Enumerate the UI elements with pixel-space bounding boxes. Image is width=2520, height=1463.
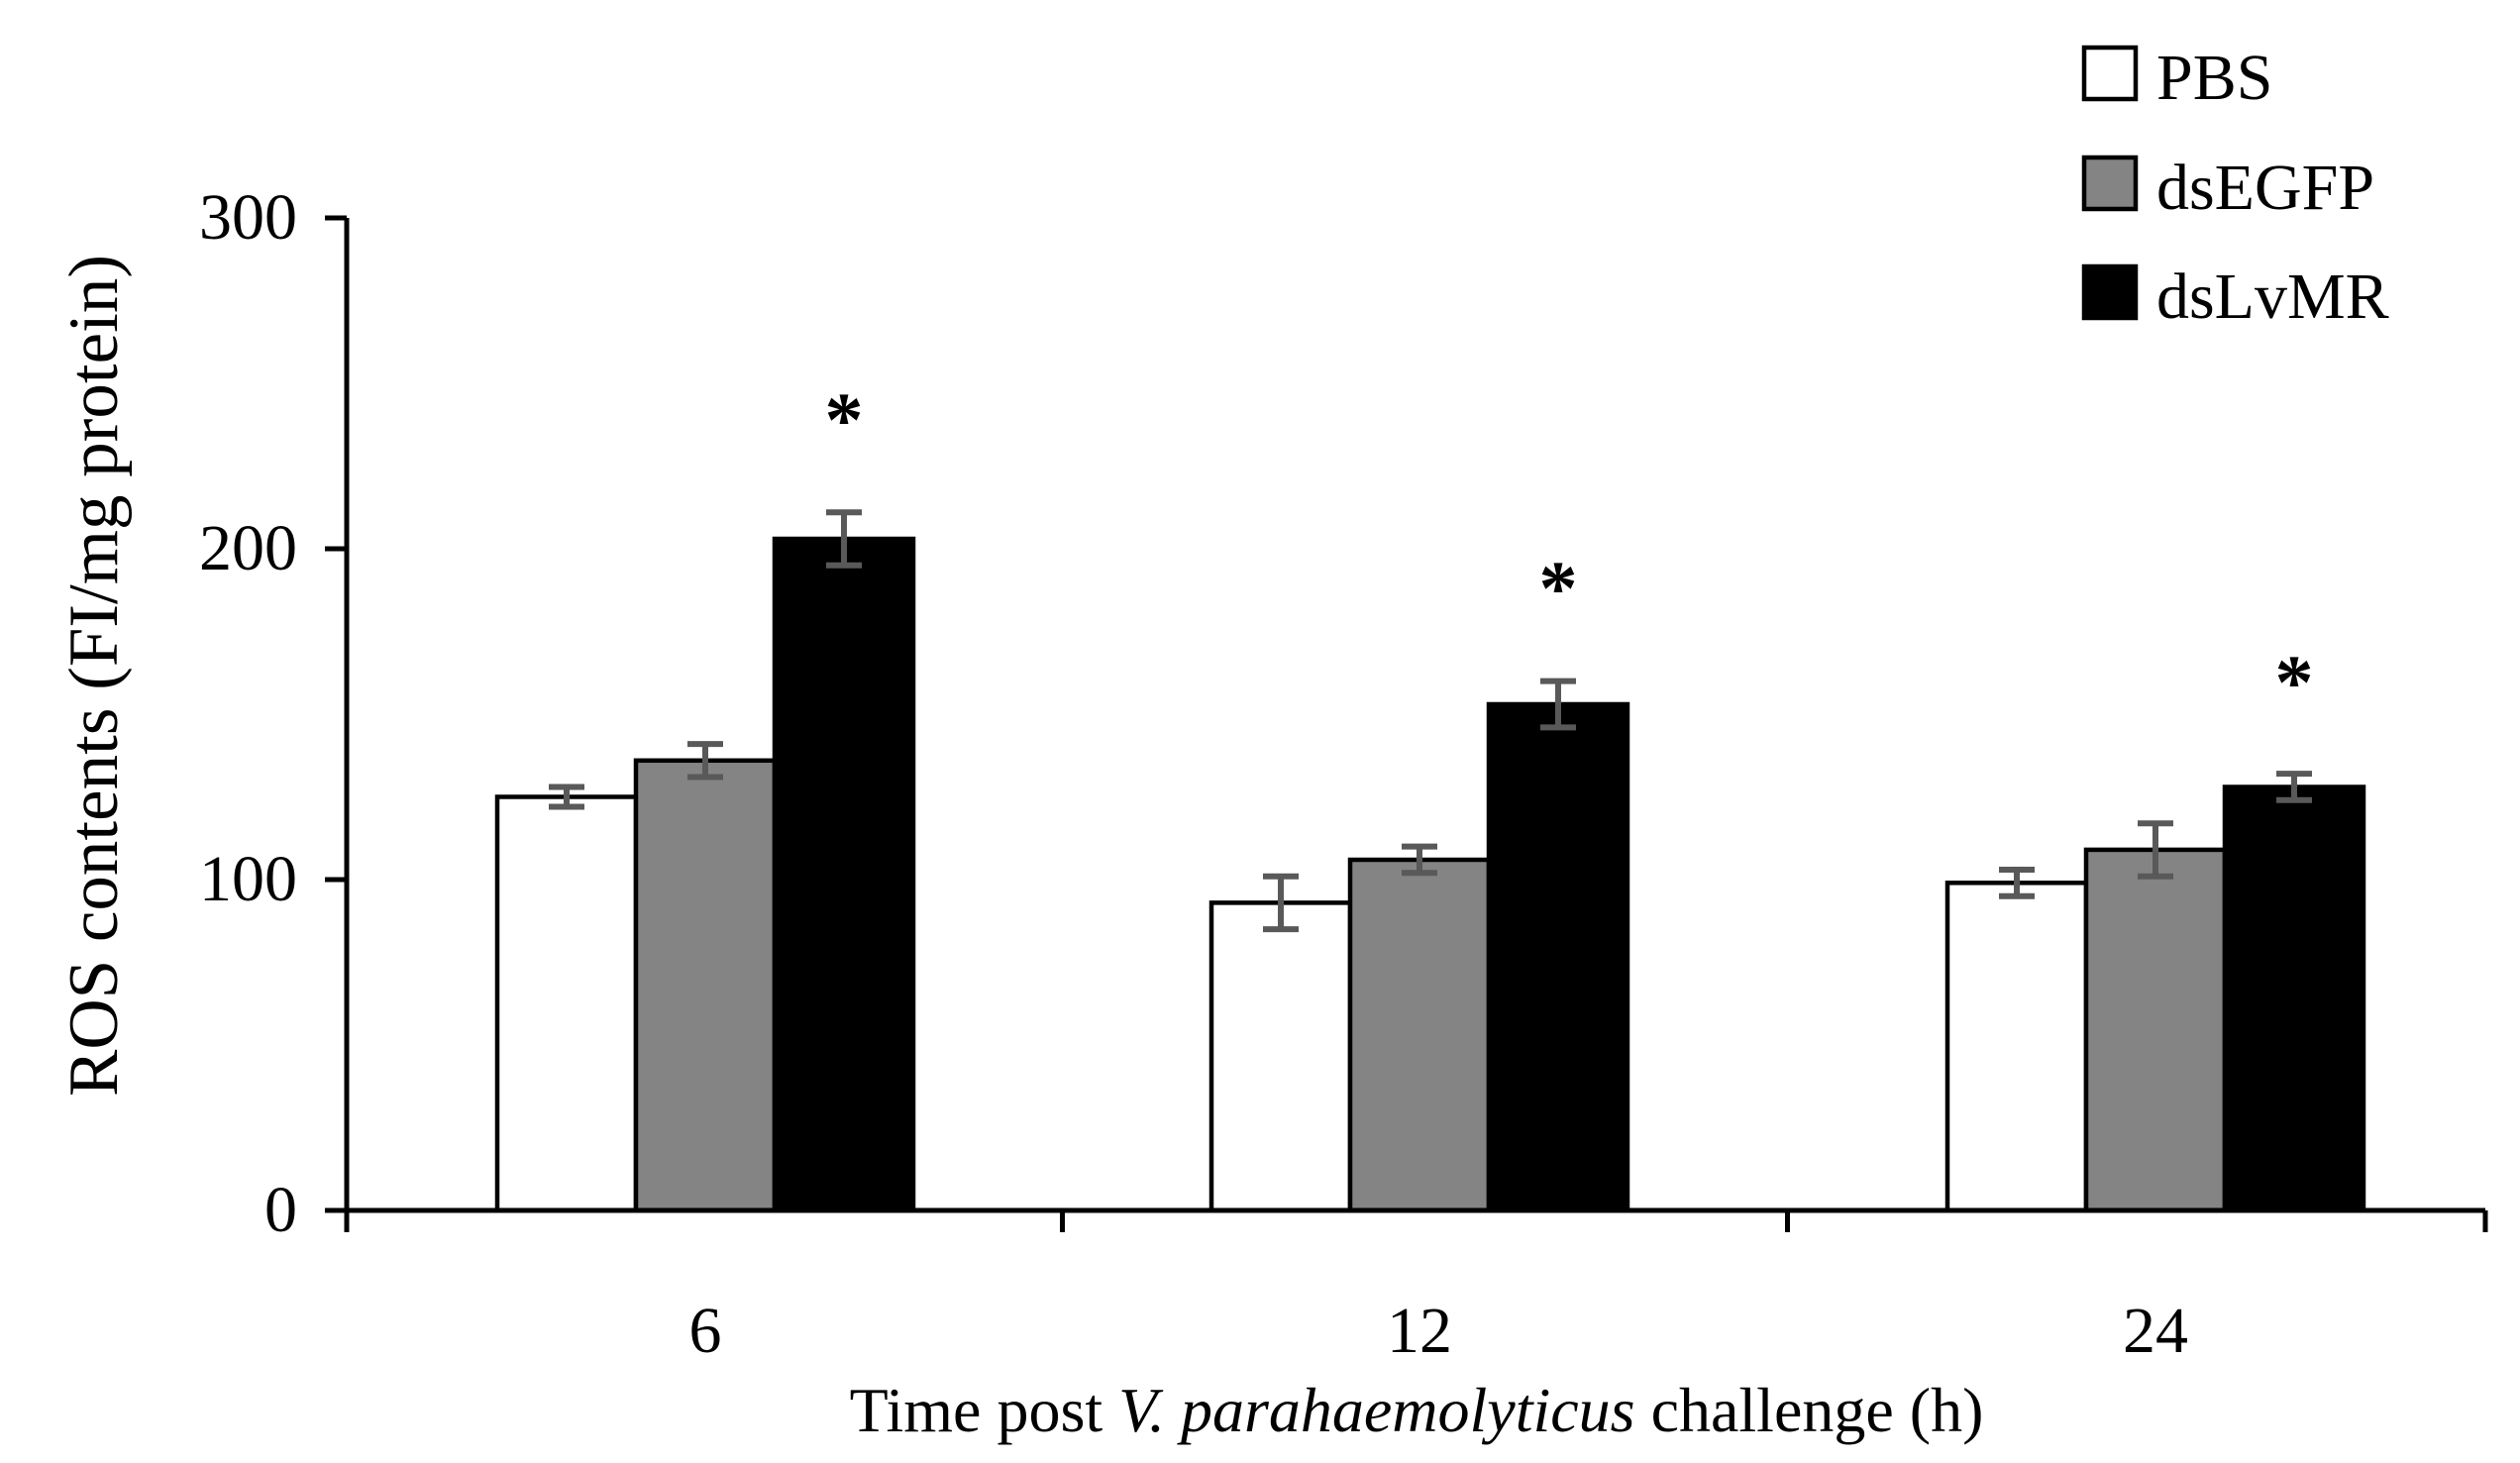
svg-text:PBS: PBS [2156, 42, 2272, 114]
svg-text:*: * [825, 376, 864, 463]
svg-text:300: 300 [199, 181, 297, 254]
svg-text:0: 0 [264, 1174, 297, 1246]
svg-text:12: 12 [1387, 1295, 1452, 1367]
svg-text:dsEGFP: dsEGFP [2156, 152, 2374, 224]
svg-text:200: 200 [199, 512, 297, 584]
svg-text:*: * [2275, 639, 2314, 725]
svg-text:6: 6 [689, 1295, 722, 1367]
svg-text:Time post V. parahaemolyticus: Time post V. parahaemolyticus challenge … [850, 1375, 1984, 1445]
svg-text:*: * [1539, 545, 1578, 631]
svg-text:dsLvMR: dsLvMR [2156, 261, 2389, 333]
svg-text:100: 100 [199, 843, 297, 915]
svg-text:ROS contents (FI/mg protein): ROS contents (FI/mg protein) [55, 255, 133, 1097]
svg-text:24: 24 [2123, 1295, 2188, 1367]
